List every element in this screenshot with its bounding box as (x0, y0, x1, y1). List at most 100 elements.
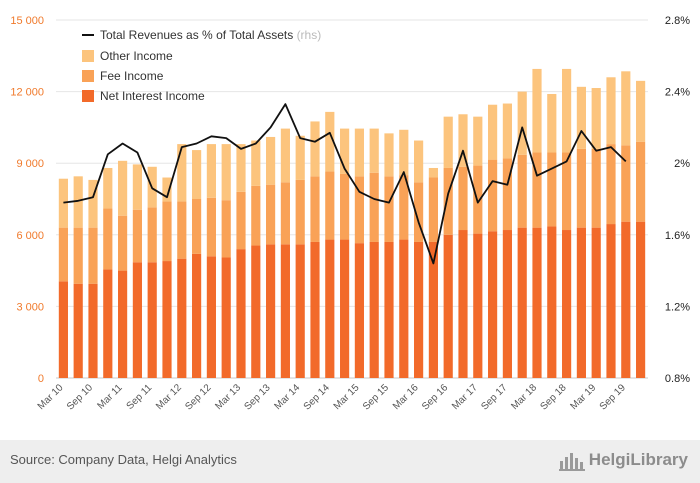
bar-net-interest-income (88, 283, 98, 378)
bar-fee-income (354, 176, 364, 244)
bar-fee-income (458, 166, 468, 231)
legend-swatch (82, 70, 94, 82)
bar-net-interest-income (132, 262, 142, 378)
revenue-chart: 0 3 000 6 000 9 000 12 000 15 000 0.8% 1.2% 1.6%… (10, 15, 690, 413)
bar-net-interest-income (399, 239, 409, 378)
bar-other-income (502, 103, 512, 159)
bar-other-income (562, 68, 572, 153)
x-tick-label: Sep 11 (125, 382, 155, 412)
x-tick-label: Sep 16 (420, 382, 450, 412)
footer-bar: Source: Company Data, Helgi Analytics He… (0, 440, 700, 483)
bar-net-interest-income (621, 221, 631, 378)
library-icon (558, 453, 585, 471)
x-tick-label: Sep 12 (183, 382, 213, 412)
bar-other-income (414, 140, 424, 183)
bar-fee-income (502, 158, 512, 231)
bar-net-interest-income (251, 245, 261, 378)
bar-net-interest-income (103, 269, 113, 378)
bar-net-interest-income (384, 241, 394, 378)
bar-fee-income (295, 179, 305, 245)
bar-other-income (576, 86, 586, 149)
bar-other-income (340, 128, 350, 174)
x-tick-label: Sep 10 (65, 382, 95, 412)
x-tick-label: Mar 16 (391, 382, 421, 412)
bar-net-interest-income (502, 230, 512, 378)
bar-other-income (458, 114, 468, 167)
bar-fee-income (192, 199, 202, 254)
bar-net-interest-income (591, 227, 601, 378)
bar-net-interest-income (280, 244, 290, 378)
bar-fee-income (369, 172, 379, 242)
legend-label: Fee Income (100, 69, 164, 83)
bar-other-income (310, 121, 320, 177)
legend-swatch (82, 90, 94, 102)
bar-other-income (118, 160, 128, 216)
brand-name: HelgiLibrary (588, 450, 688, 469)
y-right-tick-label: 1.6% (665, 230, 690, 242)
x-tick-label: Mar 11 (95, 382, 125, 412)
bar-other-income (58, 178, 68, 228)
bar-other-income (532, 68, 542, 153)
bar-net-interest-income (177, 258, 187, 378)
bar-other-income (517, 91, 527, 155)
x-tick-label: Sep 14 (302, 382, 332, 412)
bar-fee-income (532, 152, 542, 228)
x-tick-label: Mar 17 (450, 382, 480, 412)
legend-label: Other Income (100, 49, 173, 63)
bar-fee-income (266, 184, 276, 245)
bar-other-income (280, 128, 290, 183)
y-left-tick-label: 0 (38, 373, 44, 385)
legend-swatch (82, 50, 94, 62)
bar-fee-income (251, 185, 261, 246)
bar-net-interest-income (636, 221, 646, 378)
x-tick-label: Sep 19 (598, 382, 628, 412)
y-right-tick-label: 1.2% (665, 301, 690, 313)
bar-net-interest-income (310, 241, 320, 378)
bar-other-income (177, 144, 187, 202)
y-right-tick-label: 2.8% (665, 15, 690, 27)
bar-net-interest-income (58, 281, 68, 378)
bar-fee-income (162, 201, 172, 262)
bar-net-interest-income (532, 227, 542, 378)
bar-net-interest-income (414, 241, 424, 378)
bar-fee-income (517, 154, 527, 228)
bar-net-interest-income (488, 231, 498, 378)
bar-net-interest-income (547, 226, 557, 378)
x-tick-label: Mar 13 (213, 382, 243, 412)
bar-other-income (236, 144, 246, 192)
x-tick-label: Sep 17 (479, 382, 509, 412)
bar-net-interest-income (295, 244, 305, 378)
bar-fee-income (325, 171, 335, 240)
x-tick-label: Sep 18 (539, 382, 569, 412)
bar-other-income (295, 135, 305, 180)
bar-fee-income (58, 227, 68, 282)
bar-fee-income (147, 207, 157, 263)
y-left-tick-label: 3 000 (16, 301, 44, 313)
bar-net-interest-income (340, 239, 350, 378)
bar-other-income (266, 136, 276, 185)
bar-net-interest-income (266, 244, 276, 378)
bar-fee-income (428, 177, 438, 242)
y-left-tick-label: 12 000 (10, 87, 44, 99)
bar-fee-income (206, 197, 216, 257)
legend-label: Net Interest Income (100, 89, 205, 103)
brand-logo[interactable]: HelgiLibrary (558, 449, 688, 471)
ratio-line-layer (63, 103, 627, 265)
bar-other-income (488, 104, 498, 160)
bar-other-income (547, 93, 557, 153)
x-tick-label: Mar 12 (154, 382, 184, 412)
x-tick-label: Sep 15 (361, 382, 391, 412)
legend-rhs-note: (rhs) (297, 28, 322, 42)
ratio-line (63, 103, 627, 265)
bar-other-income (73, 176, 83, 228)
y-left-tick-label: 9 000 (16, 158, 44, 170)
bar-fee-income (384, 176, 394, 242)
bar-fee-income (606, 144, 616, 225)
bar-fee-income (118, 215, 128, 271)
bar-other-income (369, 128, 379, 173)
bar-net-interest-income (236, 249, 246, 378)
bar-other-income (162, 177, 172, 202)
bar-fee-income (73, 227, 83, 284)
bar-other-income (591, 88, 601, 149)
